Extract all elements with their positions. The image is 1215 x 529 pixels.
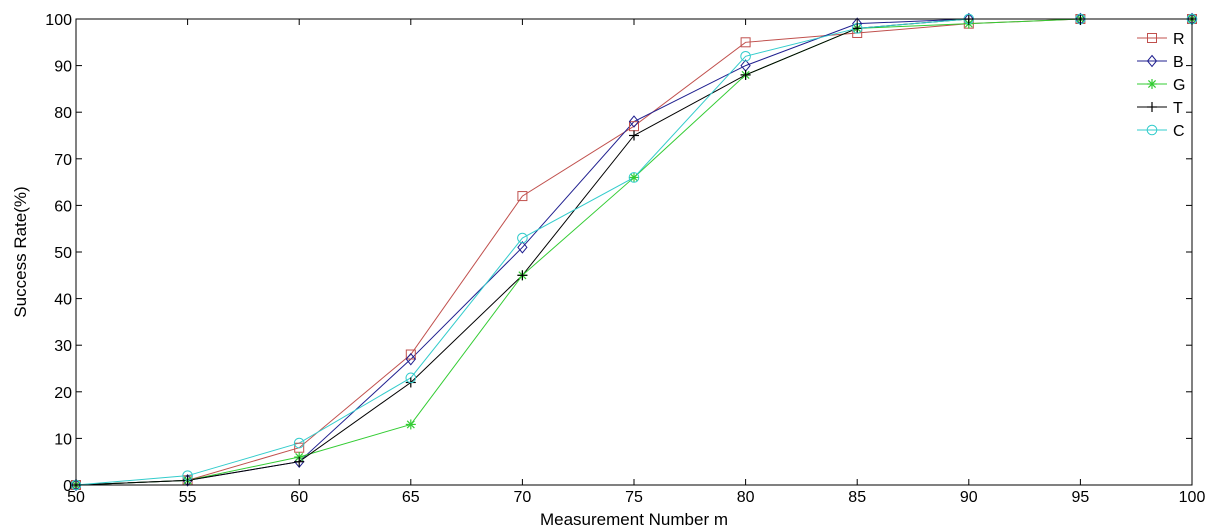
legend-swatch-marker — [1147, 79, 1157, 89]
data-point-T — [629, 130, 639, 141]
y-tick-label: 60 — [54, 198, 72, 215]
data-point-C — [740, 50, 751, 62]
tick-labels: 50 55 60 65 70 75 80 85 90 95 100 0 10 20 30 40 50 60 70 80… — [45, 12, 1205, 506]
data-point-B — [517, 241, 528, 254]
legend-swatch-marker — [1147, 33, 1157, 43]
y-tick-label: 80 — [54, 105, 72, 122]
y-tick-label: 40 — [54, 292, 72, 309]
data-point-R — [517, 191, 528, 202]
data-point-C — [628, 172, 640, 183]
data-point-R — [740, 37, 751, 48]
x-tick-label: 80 — [737, 489, 755, 506]
data-point-B — [405, 352, 416, 366]
y-tick-label: 30 — [54, 338, 72, 355]
data-point-R — [405, 349, 416, 360]
y-tick-label: 0 — [63, 478, 72, 495]
series-markers — [70, 12, 1198, 492]
y-tick-label: 70 — [54, 152, 72, 169]
legend-label: C — [1173, 123, 1185, 140]
data-point-C — [293, 437, 305, 449]
y-axis-title: Success Rate(%) — [11, 186, 30, 317]
data-point-G — [405, 419, 416, 430]
y-tick-label: 10 — [54, 431, 72, 448]
y-tick-label: 50 — [54, 245, 72, 262]
data-point-B — [628, 115, 640, 128]
legend-item-G: G — [1137, 77, 1185, 94]
legend-swatch-marker — [1146, 124, 1158, 136]
legend-label: G — [1173, 77, 1185, 94]
x-tick-label: 65 — [402, 489, 420, 506]
legend-label: B — [1173, 54, 1184, 71]
x-tick-label: 60 — [290, 489, 308, 506]
data-point-T — [740, 69, 751, 80]
legend-item-T: T — [1137, 100, 1183, 117]
data-point-G — [629, 172, 639, 183]
data-point-C — [517, 232, 528, 244]
y-tick-label: 100 — [45, 12, 72, 29]
x-tick-label: 100 — [1179, 489, 1206, 506]
legend-swatch-marker — [1147, 102, 1157, 112]
x-tick-label: 70 — [514, 489, 532, 506]
data-point-C — [405, 372, 417, 384]
x-tick-label: 55 — [179, 489, 197, 506]
data-point-T — [294, 456, 305, 467]
x-tick-label: 75 — [625, 489, 643, 506]
x-tick-label: 50 — [67, 489, 85, 506]
axes — [75, 18, 1193, 486]
x-tick-label: 90 — [960, 489, 978, 506]
y-tick-label: 90 — [54, 59, 72, 76]
y-tick-label: 20 — [54, 385, 72, 402]
legend-item-R: R — [1137, 31, 1185, 48]
x-tick-label: 85 — [848, 489, 866, 506]
x-tick-label: 95 — [1072, 489, 1090, 506]
x-axis-title: Measurement Number m — [540, 510, 728, 529]
data-point-B — [182, 474, 193, 487]
legend-label: R — [1173, 31, 1185, 48]
plot-background — [76, 19, 1192, 485]
data-point-T — [517, 270, 528, 281]
legend-item-C: C — [1137, 123, 1185, 140]
legend-label: T — [1173, 100, 1183, 117]
data-point-B — [70, 478, 82, 492]
legend-swatch-marker — [1146, 54, 1158, 68]
legend-item-B: B — [1137, 54, 1184, 71]
